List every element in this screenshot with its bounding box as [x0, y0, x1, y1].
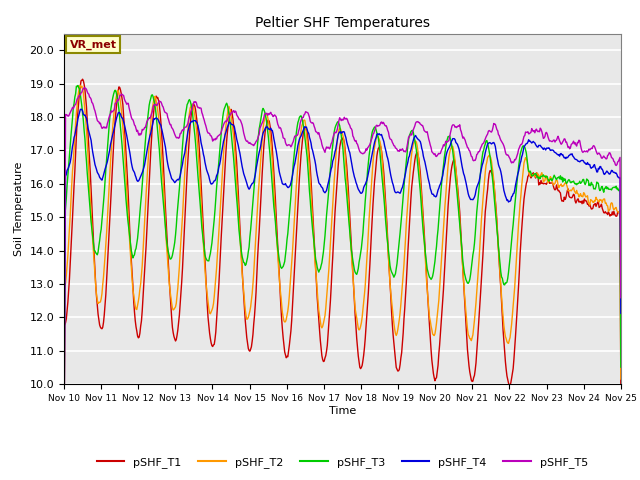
pSHF_T4	[214, 168, 222, 174]
pSHF_T3	[74, 83, 82, 88]
pSHF_T1	[428, 347, 435, 353]
Y-axis label: Soil Temperature: Soil Temperature	[14, 162, 24, 256]
pSHF_T3	[214, 168, 222, 174]
pSHF_T1	[411, 157, 419, 163]
pSHF_T5	[428, 145, 435, 151]
pSHF_T2	[617, 376, 625, 382]
pSHF_T2	[76, 83, 84, 88]
pSHF_T5	[80, 85, 88, 91]
pSHF_T1	[128, 272, 136, 278]
Legend: pSHF_T1, pSHF_T2, pSHF_T3, pSHF_T4, pSHF_T5: pSHF_T1, pSHF_T2, pSHF_T3, pSHF_T4, pSHF…	[92, 453, 593, 472]
pSHF_T5	[70, 104, 78, 109]
pSHF_T4	[60, 445, 68, 451]
pSHF_T5	[617, 295, 625, 300]
pSHF_T1	[617, 382, 625, 388]
Line: pSHF_T1: pSHF_T1	[64, 79, 621, 457]
pSHF_T2	[60, 432, 68, 437]
pSHF_T5	[185, 116, 193, 122]
pSHF_T5	[411, 123, 419, 129]
pSHF_T1	[60, 454, 68, 460]
pSHF_T4	[617, 311, 625, 316]
pSHF_T2	[185, 117, 193, 122]
pSHF_T5	[128, 116, 136, 122]
X-axis label: Time: Time	[329, 406, 356, 416]
pSHF_T4	[428, 188, 435, 193]
pSHF_T2	[428, 323, 435, 329]
pSHF_T1	[79, 76, 86, 82]
pSHF_T4	[185, 126, 193, 132]
pSHF_T1	[185, 144, 193, 150]
pSHF_T3	[70, 101, 78, 107]
pSHF_T4	[77, 106, 85, 112]
pSHF_T2	[70, 145, 78, 151]
pSHF_T3	[411, 137, 419, 143]
pSHF_T2	[128, 277, 136, 283]
Line: pSHF_T3: pSHF_T3	[64, 85, 621, 385]
pSHF_T1	[214, 294, 222, 300]
pSHF_T1	[70, 182, 78, 188]
pSHF_T2	[411, 138, 419, 144]
pSHF_T3	[185, 98, 193, 104]
Text: VR_met: VR_met	[70, 40, 116, 50]
Line: pSHF_T2: pSHF_T2	[64, 85, 621, 434]
Line: pSHF_T4: pSHF_T4	[64, 109, 621, 448]
pSHF_T4	[70, 134, 78, 140]
pSHF_T3	[128, 252, 136, 258]
pSHF_T3	[60, 383, 68, 388]
pSHF_T3	[617, 364, 625, 370]
pSHF_T4	[128, 164, 136, 169]
pSHF_T3	[428, 276, 435, 282]
Line: pSHF_T5: pSHF_T5	[64, 88, 621, 416]
Title: Peltier SHF Temperatures: Peltier SHF Temperatures	[255, 16, 430, 30]
pSHF_T5	[60, 413, 68, 419]
pSHF_T5	[214, 133, 222, 139]
pSHF_T2	[214, 240, 222, 246]
pSHF_T4	[411, 134, 419, 140]
